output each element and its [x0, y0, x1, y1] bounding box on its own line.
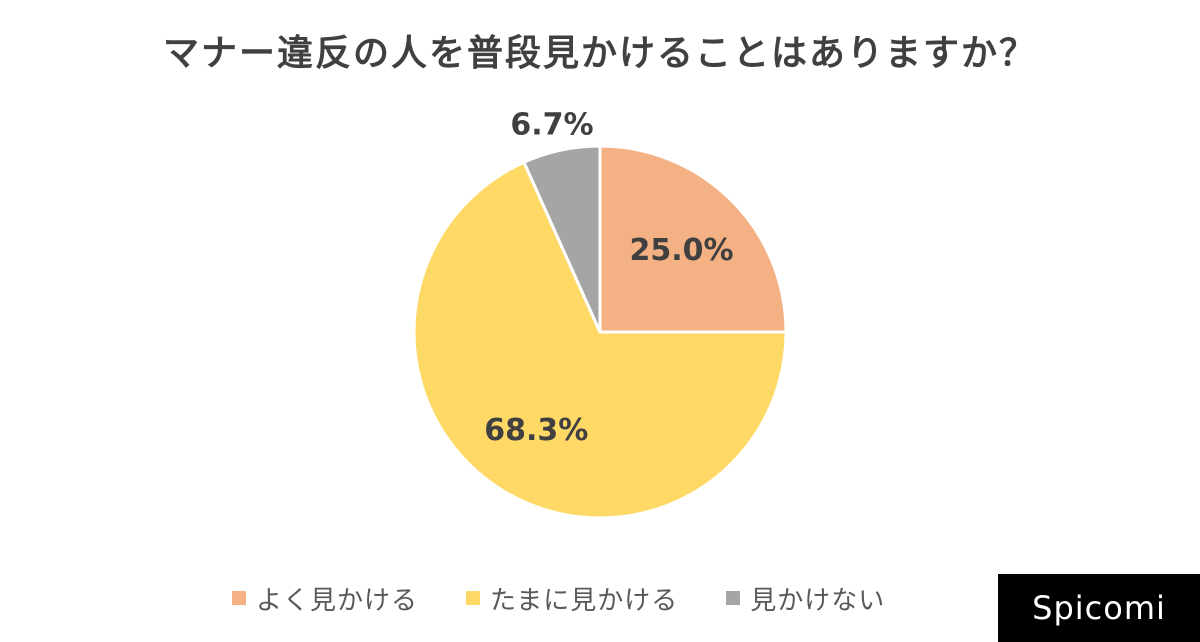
- legend-swatch-never: [726, 591, 741, 605]
- brand-logo: Spicomi: [998, 574, 1200, 642]
- chart-title: マナー違反の人を普段見かけることはありますか？: [162, 33, 1037, 74]
- legend-swatch-sometimes: [466, 591, 481, 605]
- pie-slice-never: [522, 144, 602, 334]
- legend-item-often: よく見かける: [232, 580, 418, 617]
- chart-legend: よく見かける たまに見かける 見かけない: [232, 578, 933, 618]
- data-label-sometimes: 68.3%: [484, 413, 588, 448]
- data-label-never: 6.7%: [510, 108, 593, 143]
- pie-slice-often: [598, 144, 788, 334]
- legend-item-sometimes: たまに見かける: [466, 580, 678, 617]
- legend-label-never: 見かけない: [750, 585, 886, 616]
- legend-label-sometimes: たまに見かける: [490, 585, 679, 616]
- legend-swatch-often: [232, 591, 246, 605]
- legend-label-often: よく見かける: [256, 585, 419, 616]
- pie-slice-sometimes: [412, 160, 788, 520]
- legend-item-never: 見かけない: [726, 580, 885, 617]
- data-label-often: 25.0%: [630, 233, 734, 268]
